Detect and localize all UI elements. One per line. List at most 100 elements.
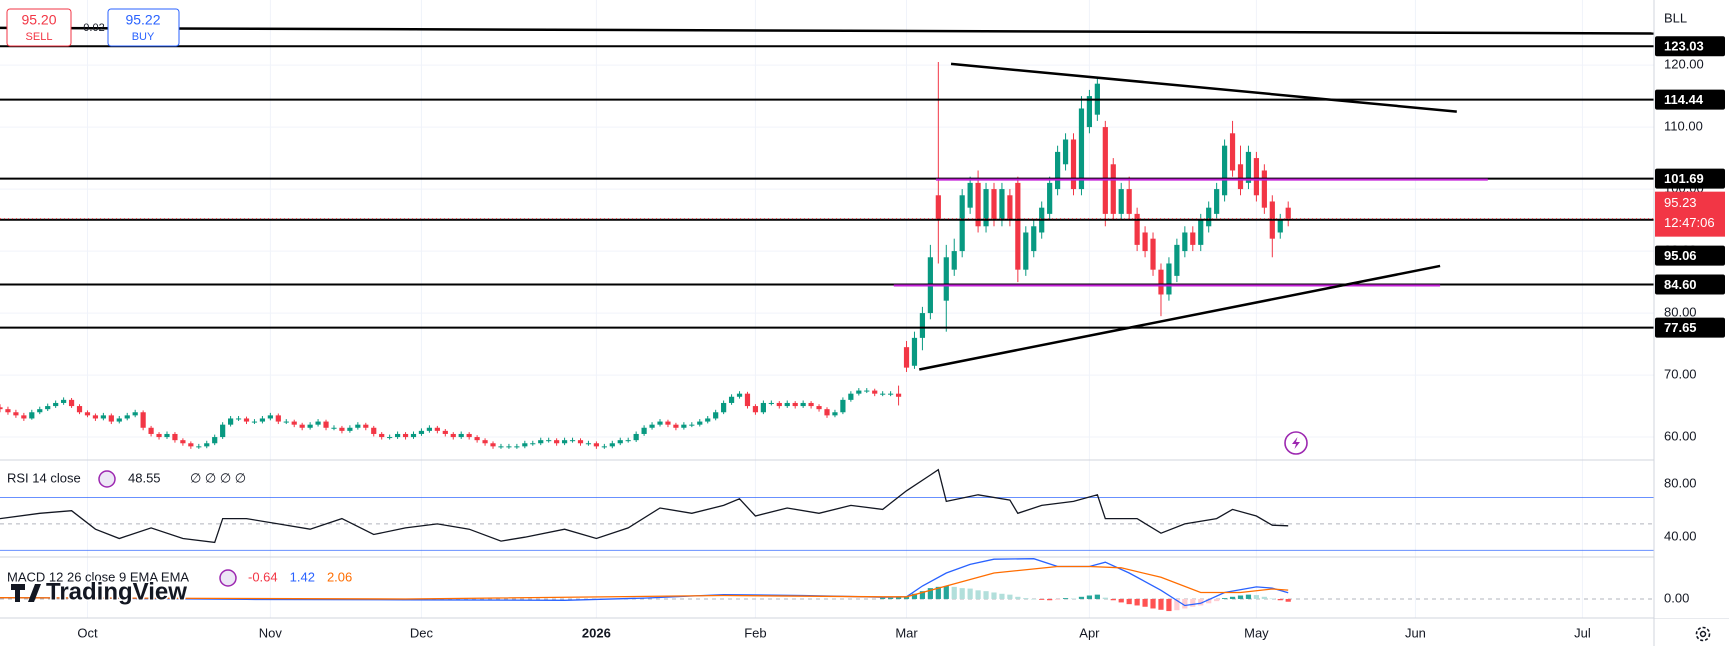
candle-body [514, 446, 520, 448]
candle-body [1086, 96, 1093, 128]
candle-body [951, 251, 957, 270]
candle-body [0, 407, 3, 410]
candle-body [156, 433, 162, 438]
candle-body [1221, 145, 1228, 196]
histogram-bar [1285, 598, 1291, 602]
histogram-bar [1269, 598, 1275, 600]
plot [0, 26, 1655, 612]
grid [0, 0, 1654, 618]
histogram-bar [1174, 598, 1180, 611]
level-badge [1655, 89, 1725, 110]
candle-body [1198, 220, 1204, 245]
x-tick-label: 2026 [582, 625, 611, 640]
buy-button[interactable]: 95.22 BUY [107, 8, 180, 47]
histogram-bar [983, 591, 989, 599]
histogram-bar [1158, 598, 1164, 610]
histogram-bar [1007, 594, 1013, 599]
candle-body [888, 393, 894, 395]
macd-title: MACD 12 26 close 9 EMA EMA [7, 569, 189, 584]
rsi-settings[interactable] [98, 470, 116, 488]
alert-icon[interactable] [1284, 431, 1308, 455]
candle-body [895, 393, 902, 397]
candle-body [387, 437, 393, 439]
candle-body [625, 440, 631, 442]
candle-body [864, 390, 870, 392]
trend-line [918, 264, 1441, 371]
candle-body [220, 424, 226, 438]
histogram-bar [1206, 598, 1212, 604]
candle-body [1150, 238, 1156, 270]
candle-body [601, 446, 607, 448]
histogram-bar [1253, 595, 1260, 599]
macd-reading: -0.64 [248, 569, 278, 584]
candle-body [235, 418, 242, 420]
level-badge [1655, 245, 1725, 266]
histogram-bar [1031, 598, 1037, 600]
sell-price: 95.20 [21, 12, 56, 28]
candle-body [108, 415, 114, 422]
histogram-bar [927, 588, 933, 599]
sell-text: SELL [26, 31, 53, 43]
candle-body [554, 440, 560, 444]
signal-line [0, 565, 1289, 600]
histogram-bar [1047, 598, 1053, 601]
level-label: 95.06 [1664, 248, 1697, 263]
y-tick-label: 60.00 [1664, 428, 1697, 443]
histogram-bar [1245, 594, 1252, 599]
candle-body [315, 421, 321, 425]
histogram-bar [1086, 595, 1093, 599]
candle-body [736, 393, 743, 397]
candle-body [967, 182, 973, 208]
candle-body [824, 409, 830, 416]
histogram-bar [1039, 598, 1045, 600]
candle-body [116, 418, 122, 422]
settings-icon[interactable] [1695, 626, 1711, 642]
symbol[interactable]: BLL [1664, 10, 1687, 25]
candle-body [172, 433, 178, 441]
candle-body [530, 443, 536, 445]
candle-body [410, 433, 417, 438]
candle-body [331, 427, 337, 429]
candle-body [283, 421, 289, 423]
buy-text: BUY [132, 31, 155, 43]
candle-body [1253, 158, 1260, 196]
x-tick-label: Feb [744, 625, 766, 640]
logo: TradingView [11, 577, 189, 607]
x-tick-label: Apr [1079, 625, 1100, 640]
histogram-bar [935, 586, 941, 599]
spread: 0.02 [83, 22, 104, 34]
candle-body [903, 347, 910, 368]
candle-body [13, 412, 19, 416]
candle-body [291, 421, 297, 425]
candle-body [585, 443, 592, 445]
candle-body [1182, 232, 1188, 252]
level-label: 84.60 [1664, 277, 1697, 292]
candle-body [1007, 195, 1013, 221]
histogram-bar [1126, 598, 1132, 605]
sell-button[interactable]: 95.20 SELL [6, 8, 72, 47]
candle-body [84, 412, 91, 416]
candle-body [768, 402, 774, 404]
histogram-bar [1190, 598, 1196, 607]
histogram-bar [975, 590, 981, 599]
candle-body [880, 393, 886, 395]
candle-body [1134, 213, 1140, 245]
candle-body [561, 440, 568, 444]
candle-body [919, 313, 926, 338]
x-tick-label: Jun [1405, 625, 1426, 640]
histogram-bar [1142, 598, 1148, 607]
axis-labels: Oct Nov Dec 2026 Feb Mar Apr May Jun Jul 60.00 70.0… [77, 36, 1725, 640]
candle-body [498, 446, 504, 448]
candle-body [418, 430, 425, 434]
candle-body [641, 427, 647, 434]
candle-body [164, 433, 170, 438]
candle-body [196, 446, 202, 448]
candle-body [347, 427, 353, 431]
histogram-bar [959, 588, 965, 599]
candle-body [132, 412, 138, 416]
macd-line [0, 558, 1289, 607]
last-price-badge [1655, 191, 1725, 237]
macd-settings[interactable] [219, 569, 237, 587]
candle-body [1237, 164, 1244, 190]
candle-body [665, 421, 671, 425]
